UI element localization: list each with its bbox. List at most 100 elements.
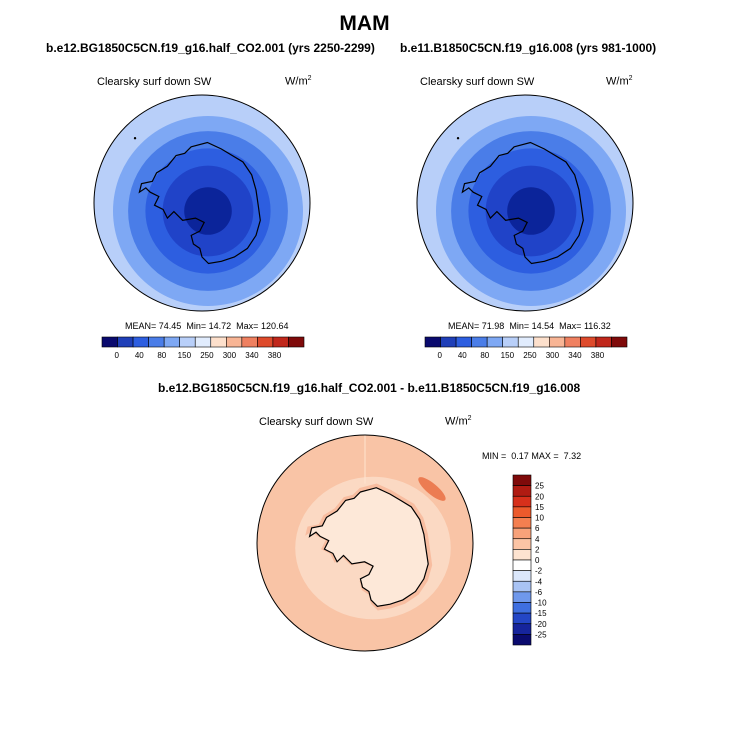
panel3-variable-label: Clearsky surf down SW [259,416,374,428]
colorbar-tick-label: 0 [115,351,120,360]
colorbar-swatch [549,336,566,348]
panel1-stats: MEAN= 74.45 Min= 14.72 Max= 120.64 [125,321,289,331]
colorbar-swatch [226,336,243,348]
colorbar-swatch [502,336,519,348]
panel2-units: W/m2 [606,75,633,88]
colorbar-tick-label: 4 [535,535,540,544]
colorbar-swatch [533,336,550,348]
map-boundary [93,94,311,312]
colorbar-tick-label: 250 [523,351,537,360]
colorbar-swatch [512,538,532,550]
colorbar-tick-label: 80 [480,351,489,360]
colorbar-swatch [512,474,532,486]
colorbar-tick-label: 15 [535,503,544,512]
colorbar-swatch [512,623,532,635]
colorbar-tick-label: 10 [535,514,544,523]
panel3-polar-map [256,434,474,652]
colorbar-swatch [179,336,196,348]
contour-ring-center [184,187,232,235]
colorbar-swatch [611,336,628,348]
map-boundary [256,434,474,652]
map-boundary [416,94,634,312]
colorbar-tick-label: -4 [535,577,543,586]
colorbar-tick-label: 340 [568,351,582,360]
colorbar-swatch [210,336,227,348]
colorbar-swatch [424,336,441,348]
colorbar-tick-label: -20 [535,620,547,629]
colorbar-tick-label: -10 [535,599,547,608]
colorbar-tick-label: 380 [591,351,605,360]
colorbar-swatch [148,336,165,348]
colorbar-tick-label: 20 [535,492,544,501]
panel2-polar-map [416,94,634,312]
panel2-colorbar: 0 40 80 150 250 300 340 380 [424,336,628,360]
panel3-units: W/m2 [445,415,472,428]
colorbar-swatch [512,602,532,614]
region-continent [309,487,429,607]
colorbar-swatch [512,549,532,561]
colorbar-tick-label: 250 [200,351,214,360]
colorbar-tick-label: 25 [535,482,544,491]
colorbar-swatch [440,336,457,348]
colorbar-swatch [517,336,535,348]
colorbar-swatch [580,336,597,348]
colorbar-tick-label: 40 [458,351,467,360]
colorbar-tick-label: 0 [535,556,540,565]
colorbar-swatch [512,580,532,593]
panel1-variable-label: Clearsky surf down SW [97,76,212,88]
colorbar-swatch [512,495,532,508]
colorbar-swatch [241,336,258,348]
colorbar-swatch [288,336,305,348]
figure-title: MAM [339,12,390,35]
colorbar-swatch [194,336,212,348]
colorbar-tick-label: -2 [535,567,543,576]
colorbar-swatch [512,559,532,571]
colorbar-tick-label: 6 [535,524,540,533]
colorbar-swatch [512,612,532,625]
colorbar-tick-label: -6 [535,588,543,597]
colorbar-swatch [512,517,532,529]
colorbar-swatch [512,591,532,603]
colorbar-swatch [257,336,274,348]
colorbar-swatch [486,336,503,348]
colorbar-swatch [117,336,134,348]
colorbar-tick-label: -15 [535,609,547,618]
colorbar-swatch [512,634,532,646]
panel1-colorbar: 0 40 80 150 250 300 340 380 [101,336,305,360]
antarctica-coastline [461,141,584,265]
colorbar-swatch [512,485,532,497]
colorbar-swatch [163,336,180,348]
colorbar-tick-label: 80 [157,351,166,360]
panel2-title: b.e11.B1850C5CN.f19_g16.008 (yrs 981-100… [400,41,657,55]
colorbar-swatch [101,336,118,348]
panel3-title: b.e12.BG1850C5CN.f19_g16.half_CO2.001 - … [158,381,581,395]
colorbar-tick-label: 300 [223,351,237,360]
antarctica-coastline [138,141,261,265]
region-peak-anomaly [418,477,446,501]
colorbar-swatch [512,527,532,540]
colorbar-swatch [471,336,488,348]
island-marker [133,137,137,140]
colorbar-swatch [132,336,149,348]
panel1-polar-map [93,94,311,312]
colorbar-tick-label: 150 [178,351,192,360]
colorbar-swatch [564,336,581,348]
panel1-title: b.e12.BG1850C5CN.f19_g16.half_CO2.001 (y… [46,41,375,55]
colorbar-swatch [512,506,532,518]
colorbar-tick-label: -25 [535,630,547,639]
colorbar-tick-label: 340 [245,351,259,360]
panel3-stats: MIN = 0.17 MAX = 7.32 [482,451,582,461]
colorbar-tick-label: 40 [135,351,144,360]
contour-ring-center [507,187,555,235]
colorbar-swatch [595,336,612,348]
colorbar-tick-label: 150 [501,351,515,360]
panel1-units: W/m2 [285,75,312,88]
panel2-variable-label: Clearsky surf down SW [420,76,535,88]
island-marker [456,137,460,140]
antarctica-coastline [308,487,429,607]
colorbar-swatch [455,336,472,348]
panel2-stats: MEAN= 71.98 Min= 14.54 Max= 116.32 [448,321,611,331]
colorbar-tick-label: 380 [268,351,282,360]
